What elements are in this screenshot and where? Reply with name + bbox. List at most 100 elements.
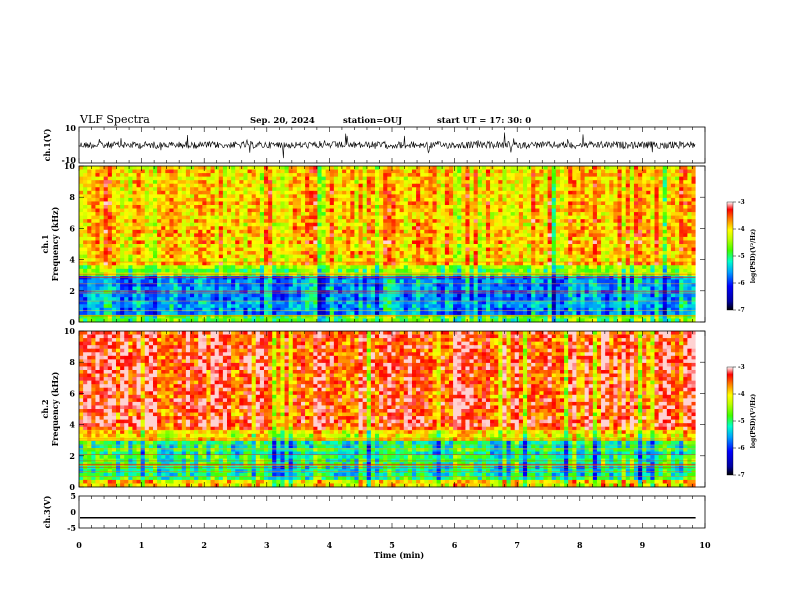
spectrogram-cell	[502, 265, 507, 269]
spectrogram-cell	[174, 279, 179, 283]
spectrogram-cell	[478, 233, 483, 237]
spectrogram-cell	[371, 184, 376, 188]
spectrogram-cell	[659, 219, 664, 223]
spectrogram-cell	[165, 194, 170, 198]
spectrogram-cell	[498, 251, 503, 255]
spectrogram-cell	[605, 223, 610, 227]
spectrogram-cell	[248, 184, 253, 188]
spectrogram-cell	[326, 251, 331, 255]
spectrogram-cell	[572, 198, 577, 202]
spectrogram-cell	[437, 240, 442, 244]
spectrogram-cell	[671, 230, 676, 234]
spectrogram-cell	[326, 279, 331, 283]
spectrogram-cell	[346, 184, 351, 188]
spectrogram-cell	[206, 226, 211, 230]
spectrogram-cell	[174, 251, 179, 255]
spectrogram-cell	[609, 237, 614, 241]
spectrogram-cell	[342, 248, 347, 252]
spectrogram-cell	[433, 205, 438, 209]
spectrogram-cell	[256, 219, 261, 223]
spectrogram-cell	[593, 248, 598, 252]
spectrogram-cell	[322, 212, 327, 216]
spectrogram-cell	[178, 233, 183, 237]
spectrogram-cell	[445, 191, 450, 195]
spectrogram-cell	[527, 194, 532, 198]
spectrogram-cell	[346, 194, 351, 198]
spectrogram-cell	[646, 170, 651, 174]
spectrogram-cell	[642, 226, 647, 230]
spectrogram-cell	[383, 248, 388, 252]
spectrogram-cell	[412, 240, 417, 244]
spectrogram-cell	[112, 209, 117, 213]
spectrogram-cell	[515, 223, 520, 227]
spectrogram-cell	[683, 166, 688, 170]
spectrogram-cell	[659, 209, 664, 213]
spectrogram-cell	[630, 212, 635, 216]
spectrogram-cell	[597, 187, 602, 191]
spectrogram-cell	[601, 248, 606, 252]
spectrogram-cell	[396, 187, 401, 191]
spectrogram-cell	[330, 191, 335, 195]
spectrogram-cell	[650, 166, 655, 170]
spectrogram-cell	[161, 180, 166, 184]
spectrogram-cell	[363, 258, 368, 262]
spectrogram-cell	[687, 177, 692, 181]
spectrogram-cell	[169, 269, 174, 273]
spectrogram-cell	[626, 251, 631, 255]
spectrogram-cell	[618, 233, 623, 237]
spectrogram-cell	[539, 255, 544, 259]
spectrogram-cell	[511, 205, 516, 209]
spectrogram-cell	[165, 201, 170, 205]
spectrogram-cell	[482, 209, 487, 213]
spectrogram-cell	[630, 173, 635, 177]
spectrogram-cell	[87, 258, 92, 262]
spectrogram-cell	[544, 201, 549, 205]
spectrogram-cell	[190, 212, 195, 216]
spectrogram-cell	[346, 219, 351, 223]
spectrogram-cell	[453, 226, 458, 230]
spectrogram-cell	[659, 244, 664, 248]
spectrogram-cell	[400, 212, 405, 216]
spectrogram-cell	[609, 205, 614, 209]
spectrogram-cell	[379, 279, 384, 283]
spectrogram-cell	[280, 269, 285, 273]
spectrogram-cell	[91, 216, 96, 220]
spectrogram-cell	[581, 230, 586, 234]
spectrogram-cell	[79, 177, 84, 181]
spectrogram-cell	[383, 219, 388, 223]
spectrogram-cell	[679, 223, 684, 227]
spectrogram-cell	[260, 191, 265, 195]
spectrogram-cell	[145, 194, 150, 198]
spectrogram-cell	[527, 191, 532, 195]
spectrogram-cell	[141, 187, 146, 191]
spectrogram-cell	[239, 187, 244, 191]
spectrogram-cell	[634, 265, 639, 269]
spectrogram-cell	[91, 223, 96, 227]
spectrogram-cell	[215, 258, 220, 262]
spectrogram-cell	[313, 191, 318, 195]
spectrogram-cell	[507, 240, 512, 244]
spectrogram-cell	[256, 230, 261, 234]
spectrogram-cell	[449, 237, 454, 241]
spectrogram-cell	[581, 191, 586, 195]
spectrogram-cell	[215, 223, 220, 227]
spectrogram-cell	[174, 166, 179, 170]
spectrogram-cell	[593, 187, 598, 191]
spectrogram-cell	[679, 269, 684, 273]
spectrogram-cell	[280, 191, 285, 195]
spectrogram-cell	[671, 198, 676, 202]
spectrogram-cell	[182, 177, 187, 181]
spectrogram-cell	[334, 237, 339, 241]
spectrogram-cell	[478, 219, 483, 223]
spectrogram-cell	[523, 187, 528, 191]
spectrogram-cell	[301, 212, 306, 216]
spectrogram-cell	[264, 209, 269, 213]
spectrogram-cell	[128, 187, 133, 191]
spectrogram-cell	[511, 180, 516, 184]
spectrogram-cell	[679, 233, 684, 237]
spectrogram-cell	[79, 216, 84, 220]
spectrogram-cell	[342, 180, 347, 184]
spectrogram-cell	[338, 251, 343, 255]
spectrogram-cell	[309, 219, 314, 223]
spectrogram-cell	[379, 265, 384, 269]
